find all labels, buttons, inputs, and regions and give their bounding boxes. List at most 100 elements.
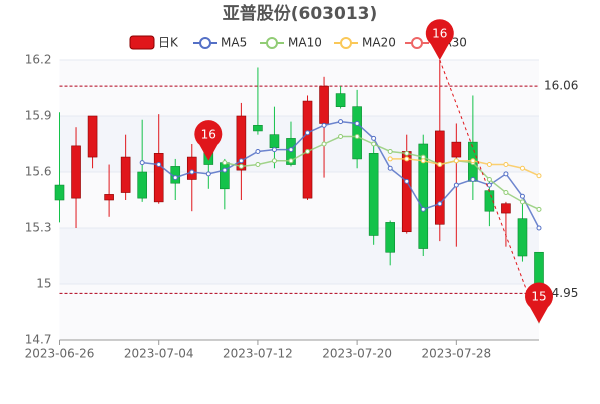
marker-connector	[439, 59, 540, 324]
ma-point	[420, 158, 426, 164]
ma-point	[321, 141, 327, 147]
candle-body	[71, 145, 81, 199]
candle-body	[253, 125, 263, 132]
ma-point	[371, 141, 377, 147]
y-tick-label: 15.9	[25, 109, 52, 123]
chart-title: 亚普股份(603013)	[223, 3, 378, 24]
candle-body	[418, 143, 429, 249]
candle-body	[335, 93, 346, 107]
ma-point	[503, 162, 509, 168]
marker-pin	[194, 120, 223, 161]
candle-body	[153, 153, 164, 203]
candle-body	[269, 134, 280, 149]
marker-label: 16	[201, 127, 216, 141]
ma-point	[238, 158, 244, 164]
candle-body	[319, 85, 329, 124]
legend-label: MA10	[288, 36, 322, 50]
candle-body	[120, 156, 131, 193]
ma-point	[189, 169, 195, 175]
ma-point	[205, 171, 211, 177]
x-tick-label: 2023-07-12	[223, 347, 293, 361]
legend-dot	[340, 37, 352, 49]
candle-body	[87, 115, 98, 158]
y-tick-label: 16.2	[25, 53, 52, 67]
ma-point	[288, 147, 294, 153]
ma-point	[437, 201, 443, 207]
legend-dot	[266, 37, 278, 49]
ma-point	[139, 160, 145, 166]
ma-point	[305, 148, 311, 154]
ma-point	[288, 158, 294, 164]
ma-point	[271, 158, 277, 164]
ma-point	[387, 148, 393, 154]
ma-point	[503, 171, 509, 177]
legend-label: MA20	[362, 36, 396, 50]
ma-point	[338, 119, 344, 125]
ma-point	[536, 225, 542, 231]
ma-point	[354, 120, 360, 126]
ma-point	[404, 156, 410, 162]
ma-point	[321, 122, 327, 128]
x-tick-label: 2023-07-20	[322, 347, 392, 361]
ma-point	[238, 163, 244, 169]
ma-point	[305, 130, 311, 136]
ma-point	[519, 193, 525, 199]
candle-body	[368, 153, 379, 236]
legend-dot	[411, 37, 423, 49]
ma-point	[486, 176, 492, 182]
candle-body	[220, 162, 230, 190]
ma-point	[453, 158, 459, 164]
y-tick-label: 15.6	[25, 165, 52, 179]
ma-point	[354, 134, 360, 140]
x-tick-label: 2023-06-26	[25, 347, 95, 361]
ma-point	[486, 162, 492, 168]
legend-label: 日K	[158, 36, 179, 50]
ma-point	[420, 206, 426, 212]
ma-point	[172, 175, 178, 181]
x-tick-label: 2023-07-04	[124, 347, 194, 361]
ma-point	[519, 165, 525, 171]
marker-label: 15	[531, 290, 546, 304]
ma-point	[156, 162, 162, 168]
grid-band	[59, 228, 539, 284]
legend-label: MA5	[221, 36, 247, 50]
candle-body	[401, 151, 412, 233]
ma-point	[404, 178, 410, 184]
ma-point	[536, 173, 542, 179]
ma-line	[390, 158, 540, 177]
ma-point	[536, 206, 542, 212]
candle-body	[186, 156, 197, 180]
marker-label: 16	[432, 27, 447, 41]
grid-band	[59, 60, 539, 116]
candle-body	[236, 115, 247, 171]
ma-point	[470, 176, 476, 182]
ma-line	[224, 135, 540, 211]
candle-body	[54, 184, 65, 201]
ma-point	[387, 165, 393, 171]
ma-point	[371, 135, 377, 141]
grid-band	[59, 284, 539, 340]
ma-point	[271, 147, 277, 153]
candle-body	[451, 141, 462, 158]
legend-dot	[199, 37, 211, 49]
candle-body	[104, 194, 114, 201]
candle-body	[501, 203, 511, 214]
marker-pin	[425, 19, 454, 60]
y-tick-label: 15	[36, 277, 51, 291]
grid-band	[59, 116, 539, 172]
grid-band	[59, 172, 539, 228]
ma-point	[222, 160, 228, 166]
candle-body	[385, 222, 395, 253]
candle-body	[517, 218, 528, 257]
legend-swatch	[129, 35, 155, 50]
ma-point	[503, 190, 509, 196]
ma-point	[255, 162, 261, 168]
x-tick-label: 2023-07-28	[421, 347, 491, 361]
ma-point	[453, 182, 459, 188]
ma-point	[437, 162, 443, 168]
y-tick-label: 15.3	[25, 221, 52, 235]
marker-pin	[525, 282, 553, 324]
ma-point	[255, 148, 261, 154]
ma-point	[338, 134, 344, 140]
